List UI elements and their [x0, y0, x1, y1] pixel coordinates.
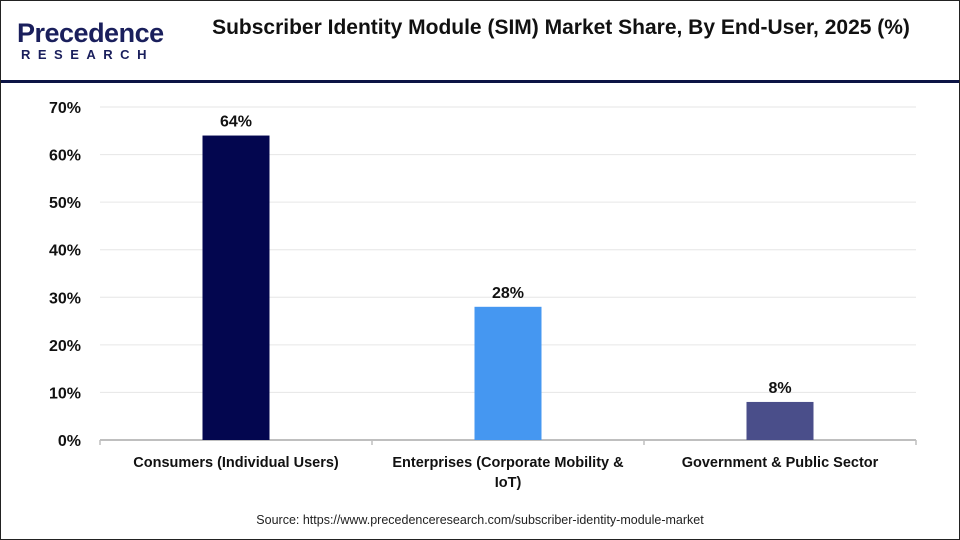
y-tick-label: 60% [49, 148, 81, 165]
header-divider [1, 80, 959, 83]
logo-subtitle: RESEARCH [21, 47, 154, 62]
data-label: 8% [768, 380, 791, 397]
bar-2 [474, 306, 542, 440]
data-label: 64% [220, 114, 252, 131]
y-tick-label: 70% [49, 100, 81, 117]
bar-3 [746, 401, 814, 440]
logo-wordmark: Precedence [17, 18, 164, 48]
y-tick-label: 0% [58, 433, 81, 450]
x-category-label: Enterprises (Corporate Mobility & [392, 455, 624, 471]
data-label: 28% [492, 285, 524, 302]
chart-title: Subscriber Identity Module (SIM) Market … [212, 16, 910, 39]
y-tick-label: 20% [49, 338, 81, 355]
bar-1 [202, 135, 270, 441]
precedence-research-logo: Precedence RESEARCH [17, 19, 167, 65]
x-category-label: IoT) [495, 475, 522, 491]
y-tick-label: 40% [49, 243, 81, 260]
x-category-label: Consumers (Individual Users) [133, 455, 339, 471]
x-category-label: Government & Public Sector [682, 455, 879, 471]
y-tick-label: 50% [49, 195, 81, 212]
y-tick-label: 30% [49, 290, 81, 307]
source-note: Source: https://www.precedenceresearch.c… [256, 513, 704, 527]
y-tick-label: 10% [49, 385, 81, 402]
